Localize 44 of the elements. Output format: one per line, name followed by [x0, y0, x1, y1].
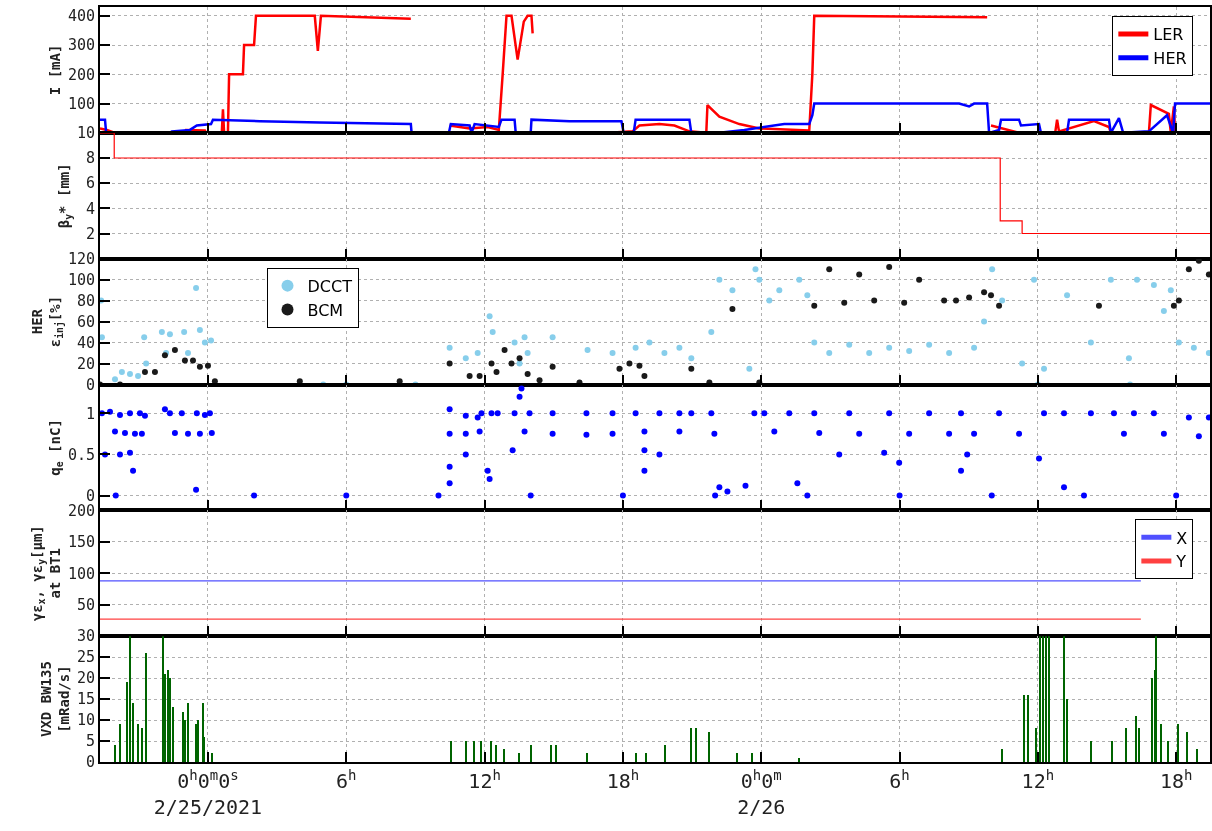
y-tick-label: 0.5 — [67, 445, 95, 464]
x-tick-label: 18$^{h}$ — [606, 766, 640, 793]
y-tick-label: 400 — [67, 7, 95, 26]
y-tick-label: 5 — [85, 732, 95, 751]
y-tick-label: 100 — [67, 270, 95, 289]
y-tick-label: 15 — [76, 690, 95, 709]
y-tick-label: 60 — [76, 312, 95, 331]
y-tick-label: 20 — [76, 669, 95, 688]
x-tick-label: 0$^{h}$0$^{m}$0$^{s}$ 2/25/2021 — [153, 766, 263, 819]
x-tick-label: 6$^{h}$ — [336, 766, 357, 793]
legend-label: LER — [1153, 25, 1184, 45]
y-tick-label: 100 — [67, 564, 95, 583]
y-axis-title: VXD BW135 [mRad/s] — [37, 661, 73, 738]
y-tick-label: 1 — [85, 404, 95, 423]
y-tick-label: 0 — [85, 375, 95, 394]
x-tick-label: 12$^{h}$ — [468, 766, 501, 793]
x-tick-label: 6$^{h}$ — [889, 766, 910, 793]
y-tick-label: 80 — [76, 291, 95, 310]
y-tick-label: 10 — [76, 124, 95, 143]
y-tick-label: 8 — [85, 149, 95, 168]
legend-label: BCM — [307, 300, 344, 320]
y-tick-label: 120 — [67, 249, 95, 268]
x-tick-label: 18$^{h}$ — [1159, 766, 1193, 793]
y-tick-label: 40 — [76, 333, 95, 352]
legend-label: DCCT — [307, 276, 353, 296]
y-tick-label: 30 — [76, 627, 95, 646]
legend-label: X — [1176, 528, 1188, 548]
legend-label: Y — [1175, 552, 1187, 572]
y-tick-label: 200 — [67, 65, 95, 84]
y-tick-label: 300 — [67, 36, 95, 55]
y-axis-title: I [mA] — [47, 44, 64, 96]
y-tick-label: 2 — [85, 224, 95, 243]
y-tick-label: 50 — [76, 595, 95, 614]
x-tick-label: 0$^{h}$0$^{m}$ 2/26 — [737, 766, 786, 819]
y-tick-label: 0 — [85, 753, 95, 772]
y-tick-label: 4 — [85, 199, 95, 218]
x-tick-label: 12$^{h}$ — [1021, 766, 1055, 793]
y-tick-label: 20 — [76, 354, 95, 373]
y-tick-label: 150 — [67, 533, 95, 552]
y-tick-label: 6 — [85, 174, 95, 193]
y-tick-label: 25 — [76, 648, 95, 667]
y-tick-label: 10 — [76, 711, 95, 730]
y-tick-label: 100 — [67, 94, 95, 113]
legend-label: HER — [1153, 49, 1187, 68]
